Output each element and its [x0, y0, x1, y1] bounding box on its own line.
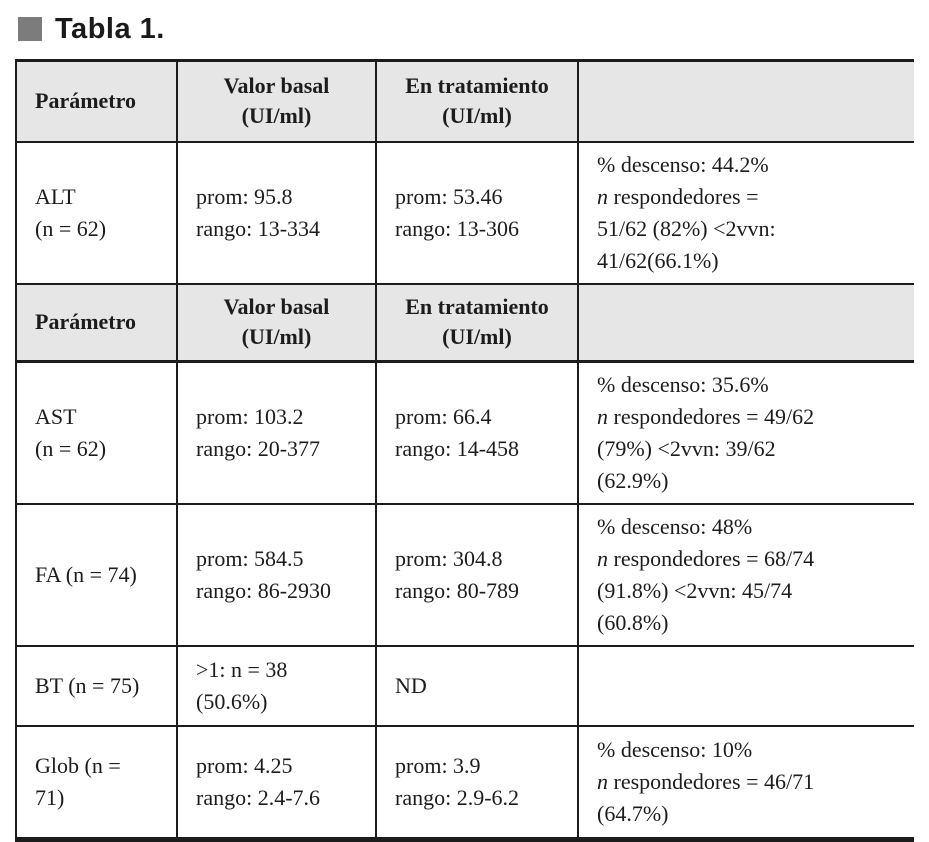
- row-alt-valor-basal: prom: 95.8 rango: 13-334: [176, 141, 376, 285]
- row-ast-en-tratamiento: prom: 66.4 rango: 14-458: [375, 361, 578, 505]
- row-ast: AST (n = 62) prom: 103.2 rango: 20-377 p…: [16, 361, 914, 505]
- row-alt-respondedores: % descenso: 44.2% n respondedores = 51/6…: [577, 141, 914, 285]
- header2-extra: [577, 283, 914, 363]
- row-bt-en-tratamiento: ND: [375, 646, 578, 727]
- row-alt-parametro: ALT (n = 62): [16, 141, 177, 285]
- header2-en-tratamiento: En tratamiento (UI/ml): [375, 283, 578, 363]
- row-fa: FA (n = 74) prom: 584.5 rango: 86-2930 p…: [16, 504, 914, 647]
- row-ast-valor-basal: prom: 103.2 rango: 20-377: [176, 361, 376, 505]
- header1-valor-basal: Valor basal (UI/ml): [176, 60, 376, 143]
- header2-valor-basal: Valor basal (UI/ml): [176, 283, 376, 363]
- row-alt-en-tratamiento: prom: 53.46 rango: 13-306: [375, 141, 578, 285]
- row-glob-valor-basal: prom: 4.25 rango: 2.4-7.6: [176, 726, 376, 839]
- row-bt-valor-basal: >1: n = 38 (50.6%): [176, 646, 376, 727]
- header1-extra: [577, 60, 914, 143]
- row-alt: ALT (n = 62) prom: 95.8 rango: 13-334 pr…: [16, 141, 914, 285]
- table-marker-icon: [18, 17, 42, 41]
- header2-parametro: Parámetro: [16, 283, 177, 363]
- header1-parametro: Parámetro: [16, 60, 177, 143]
- header-row-1: Parámetro Valor basal (UI/ml) En tratami…: [16, 60, 914, 143]
- row-glob-respondedores: % descenso: 10% n respondedores = 46/71 …: [577, 726, 914, 839]
- row-fa-valor-basal: prom: 584.5 rango: 86-2930: [176, 504, 376, 647]
- header-row-2: Parámetro Valor basal (UI/ml) En tratami…: [16, 283, 914, 363]
- tabla-1: Parámetro Valor basal (UI/ml) En tratami…: [15, 59, 914, 842]
- table-title: Tabla 1.: [55, 12, 165, 45]
- row-fa-respondedores: % descenso: 48% n respondedores = 68/74 …: [577, 504, 914, 647]
- table-title-row: Tabla 1.: [18, 12, 929, 45]
- row-bt-respondedores: [577, 646, 914, 727]
- row-fa-en-tratamiento: prom: 304.8 rango: 80-789: [375, 504, 578, 647]
- row-glob: Glob (n = 71) prom: 4.25 rango: 2.4-7.6 …: [16, 726, 914, 839]
- row-bt-parametro: BT (n = 75): [16, 646, 177, 727]
- header1-en-tratamiento: En tratamiento (UI/ml): [375, 60, 578, 143]
- row-ast-respondedores: % descenso: 35.6% n respondedores = 49/6…: [577, 361, 914, 505]
- row-glob-en-tratamiento: prom: 3.9 rango: 2.9-6.2: [375, 726, 578, 839]
- row-glob-parametro: Glob (n = 71): [35, 752, 121, 810]
- row-fa-parametro: FA (n = 74): [16, 504, 177, 647]
- row-ast-parametro: AST (n = 62): [16, 361, 177, 505]
- row-bt: BT (n = 75) >1: n = 38 (50.6%) ND: [16, 646, 914, 727]
